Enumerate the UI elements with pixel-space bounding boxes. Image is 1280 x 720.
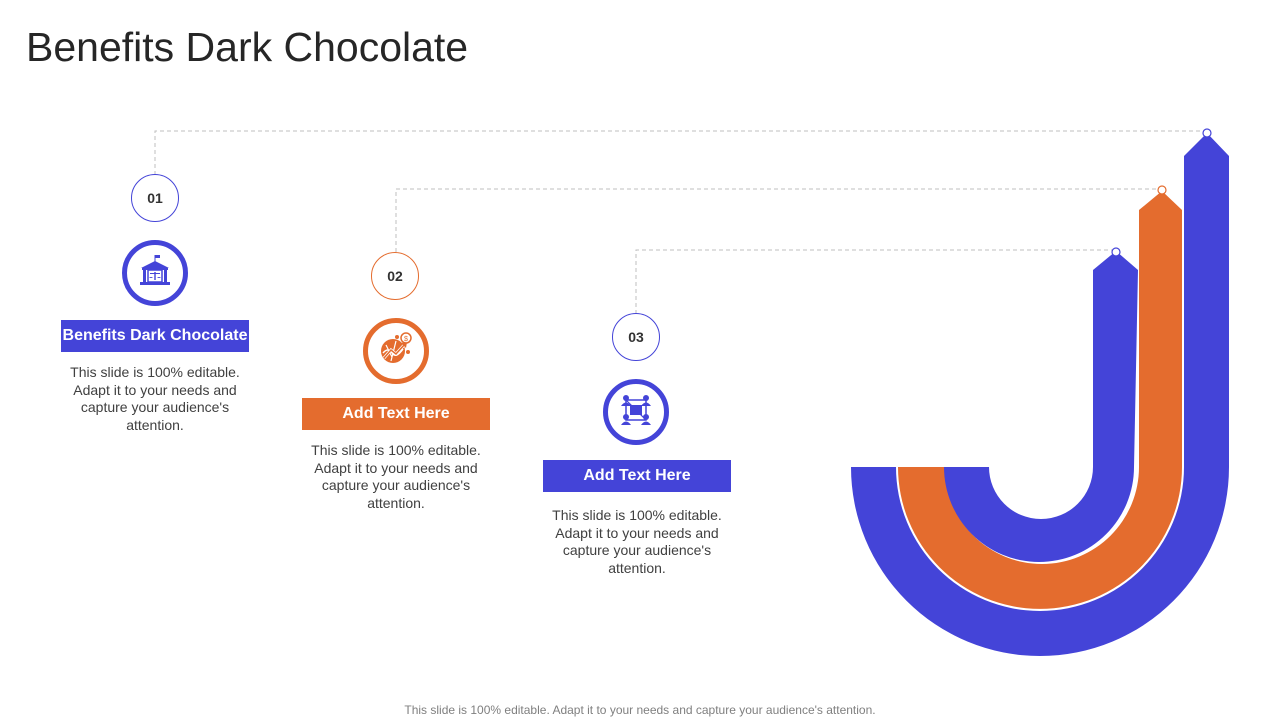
arrow-tip-marker-1 (1202, 128, 1212, 138)
connector-line-2 (395, 188, 1162, 252)
courthouse-icon (137, 253, 173, 294)
middle-arrow-band (898, 191, 1182, 609)
footer-note: This slide is 100% editable. Adapt it to… (404, 703, 876, 717)
step-label-2: Add Text Here (302, 398, 490, 430)
step-icon-1 (122, 240, 188, 306)
page-title: Benefits Dark Chocolate (26, 24, 469, 70)
step-description-2: This slide is 100% editable. Adapt it to… (311, 442, 481, 511)
network-users-icon (618, 392, 654, 433)
step-icon-3 (603, 379, 669, 445)
step-description-1: This slide is 100% editable. Adapt it to… (70, 364, 240, 433)
arrow-tip-marker-3 (1111, 247, 1121, 257)
outer-arrow-band (851, 133, 1229, 656)
step-description-3: This slide is 100% editable. Adapt it to… (552, 507, 722, 576)
step-icon-2: $ (363, 318, 429, 384)
connector-line-3 (635, 249, 1116, 314)
step-number-1: 01 (131, 174, 179, 222)
arrow-tip-marker-2 (1157, 185, 1167, 195)
step-number-3: 03 (612, 313, 660, 361)
inner-arrow-band (944, 251, 1138, 562)
step-label-1: Benefits Dark Chocolate (61, 320, 249, 352)
step-label-3: Add Text Here (543, 460, 731, 492)
connector-line-1 (154, 130, 1207, 175)
svg-text:$: $ (404, 336, 408, 343)
globe-growth-icon: $ (378, 331, 414, 372)
step-number-2: 02 (371, 252, 419, 300)
